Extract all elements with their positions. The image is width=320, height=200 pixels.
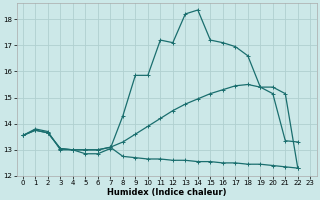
X-axis label: Humidex (Indice chaleur): Humidex (Indice chaleur) <box>107 188 226 197</box>
